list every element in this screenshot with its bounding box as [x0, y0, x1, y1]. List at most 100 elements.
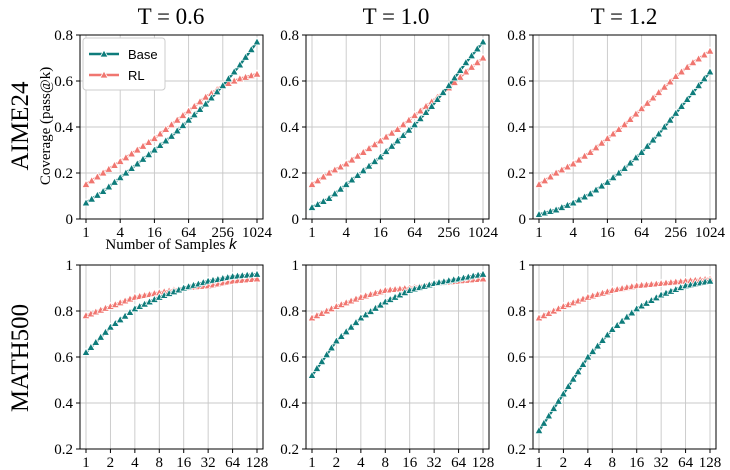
x-tick-label: 128	[699, 455, 722, 470]
series-base-marker	[212, 86, 222, 96]
x-tick-label: 2	[560, 455, 568, 470]
series-base-marker	[554, 396, 563, 405]
x-tick-label: 64	[678, 455, 694, 470]
panel-2: 0 0.2 0.4 0.6 0.8 1 4 16 64 256 1024	[280, 28, 498, 241]
series-base-marker	[549, 403, 559, 412]
x-tick-label: 8	[609, 455, 617, 470]
series-rl-marker	[252, 274, 262, 283]
col-title-t12: T = 1.2	[591, 4, 658, 29]
series-base-marker	[705, 67, 715, 76]
series-base-marker	[699, 73, 709, 83]
series-rl-marker	[155, 129, 165, 138]
y-tick-label: 0.4	[54, 120, 73, 136]
series-rl-marker	[381, 132, 391, 141]
series-base-marker	[677, 101, 686, 110]
series-base-line	[537, 279, 711, 432]
series-base-marker	[115, 172, 125, 181]
series-base-marker	[607, 324, 617, 333]
series-base-marker	[625, 158, 635, 167]
row-label-aime24: AIME24	[7, 81, 34, 170]
series-base-marker	[593, 341, 602, 350]
series-base-marker	[218, 80, 228, 89]
series-base-marker	[598, 335, 607, 344]
series-base-marker	[404, 125, 414, 134]
panel-5: 0.2 0.4 0.6 0.8 1 1 2 4 8 16 32 64 128	[280, 258, 494, 470]
x-tick-label: 256	[212, 225, 235, 241]
series-base-marker	[155, 140, 165, 149]
x-tick-label: 16	[176, 455, 192, 470]
series-base-marker	[150, 145, 159, 154]
series-rl-marker	[184, 106, 193, 115]
series-rl-marker	[121, 152, 131, 162]
series-base-marker	[246, 44, 256, 53]
legend-rl-marker	[99, 70, 109, 79]
series-base-marker	[91, 337, 101, 346]
series-rl-marker	[478, 53, 488, 62]
series-base-marker	[438, 87, 448, 96]
y-tick-label: 0.8	[280, 28, 299, 44]
series-rl-marker	[614, 124, 624, 133]
series-rl-marker	[597, 138, 607, 147]
series-rl-marker	[455, 72, 465, 81]
y-tick-label: 0.2	[54, 442, 73, 458]
series-rl-marker	[620, 119, 629, 129]
row-label-math500: MATH500	[7, 304, 34, 412]
series-base-marker	[351, 317, 361, 326]
x-tick-label: 8	[382, 455, 390, 470]
series-base-marker	[617, 316, 627, 325]
series-base-marker	[358, 165, 368, 175]
series-base-marker	[472, 44, 482, 53]
series-base-marker	[341, 179, 351, 188]
series-base-marker	[539, 418, 549, 427]
series-base-marker	[317, 356, 327, 365]
series-base-marker	[324, 193, 334, 202]
series-rl-marker	[642, 98, 652, 107]
series-base-marker	[241, 52, 250, 61]
series-rl-line	[311, 57, 484, 186]
series-base-marker	[450, 73, 459, 82]
x-tick-label: 4	[584, 455, 592, 470]
series-rl-marker	[150, 133, 159, 142]
y-tick-label: 0.8	[54, 28, 73, 44]
y-tick-label: 0	[519, 212, 527, 228]
series-base-marker	[627, 308, 637, 317]
series-rl-marker	[574, 155, 584, 164]
series-base-marker	[563, 200, 572, 209]
y-axis-label: Coverage (pass@k)	[38, 67, 54, 185]
x-tick-label: 64	[181, 225, 197, 241]
series-base-marker	[583, 352, 593, 361]
x-tick-label: 16	[373, 225, 389, 241]
y-tick-label: 0.6	[280, 350, 299, 366]
series-base-marker	[110, 177, 119, 186]
series-base-marker	[104, 182, 114, 191]
y-tick-label: 0.6	[507, 350, 526, 366]
x-axis-label-text: Number of Samples	[105, 237, 225, 253]
series-rl-marker	[603, 133, 612, 142]
series-base-marker	[421, 107, 431, 116]
series-base-marker	[167, 131, 176, 140]
series-rl-marker	[682, 62, 692, 71]
y-tick-label: 0.8	[507, 304, 526, 320]
series-base-marker	[682, 94, 692, 103]
x-tick-label: 1024	[242, 225, 273, 241]
series-base-marker	[346, 322, 356, 331]
y-tick-label: 0.4	[280, 396, 299, 412]
series-rl-marker	[189, 101, 199, 110]
series-rl-marker	[252, 69, 262, 78]
x-tick-label: 32	[654, 455, 669, 470]
x-tick-label: 4	[342, 225, 350, 241]
series-base-marker	[370, 156, 380, 165]
series-base-marker	[427, 101, 437, 110]
series-base-marker	[642, 141, 652, 150]
series-base-marker	[178, 120, 188, 129]
y-tick-label: 0	[66, 212, 74, 228]
series-rl-marker	[393, 124, 402, 133]
series-base-marker	[631, 152, 641, 162]
y-tick-label: 1	[292, 258, 300, 274]
series-base-marker	[327, 343, 336, 352]
series-base-marker	[455, 65, 465, 74]
series-base-marker	[86, 342, 96, 351]
series-base-marker	[332, 336, 341, 345]
x-axis-label-var: k	[229, 236, 238, 253]
